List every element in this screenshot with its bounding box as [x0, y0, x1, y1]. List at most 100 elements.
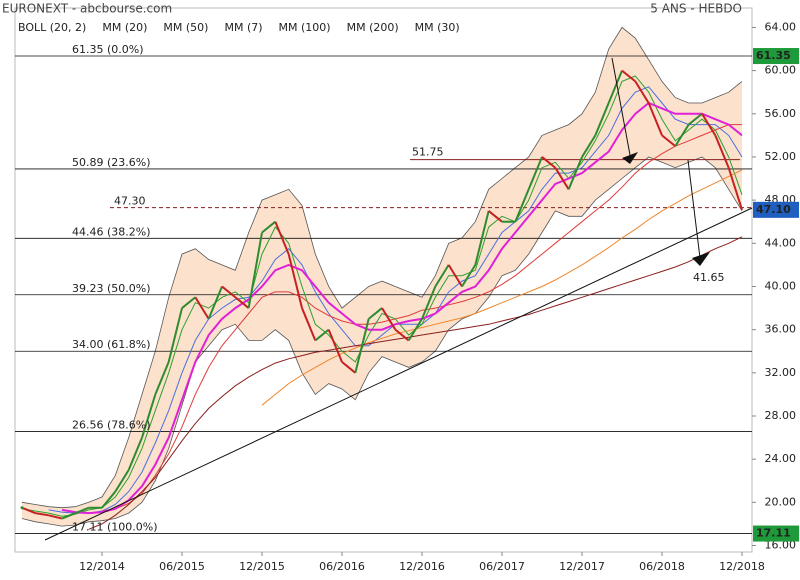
price-segment: [127, 437, 143, 471]
legend-entry: MM (20): [102, 21, 147, 34]
arrow-head: [692, 252, 710, 266]
legend-entry: MM (50): [163, 21, 208, 34]
y-tick-label: 64.00: [765, 20, 797, 33]
price-segment: [488, 210, 503, 223]
target-label: 41.65: [693, 271, 725, 284]
price-segment: [394, 328, 410, 342]
price-segment: [407, 318, 423, 341]
price-segment: [527, 156, 543, 190]
x-tick-label: 12/2018: [719, 560, 765, 573]
price-segment: [234, 296, 250, 309]
fib-label: 17.11 (100.0%): [72, 521, 158, 534]
y-tick-label: 32.00: [765, 366, 797, 379]
legend-entry: MM (100): [279, 21, 331, 34]
price-segment: [594, 102, 610, 136]
legend-entry: MM (30): [415, 21, 460, 34]
price-segment: [61, 512, 76, 520]
fib-label: 50.89 (23.6%): [72, 156, 151, 169]
price-segment: [674, 124, 690, 147]
bollinger-fill: [22, 27, 742, 527]
price-tag-label: 17.11: [756, 527, 791, 540]
y-tick-label: 36.00: [765, 323, 797, 336]
price-segment: [461, 264, 477, 288]
price-segment: [114, 469, 130, 493]
price-segment: [154, 361, 170, 395]
moving-average: [101, 124, 742, 512]
previous-close-label: 47.30: [114, 195, 146, 208]
price-segment: [581, 134, 597, 158]
resistance-label: 51.75: [412, 146, 444, 159]
price-tag-label: 47.10: [756, 203, 791, 216]
period: 5 ANS - HEBDO: [650, 2, 742, 16]
y-tick-label: 60.00: [765, 64, 797, 77]
fib-label: 61.35 (0.0%): [72, 43, 144, 56]
x-tick-label: 06/2018: [639, 560, 685, 573]
price-segment: [314, 328, 330, 342]
price-segment: [167, 307, 183, 363]
y-tick-label: 16.00: [765, 539, 797, 552]
price-segment: [567, 156, 583, 190]
price-segment: [341, 361, 356, 374]
y-tick-label: 40.00: [765, 279, 797, 292]
y-tick-label: 56.00: [765, 107, 797, 120]
price-segment: [541, 156, 556, 169]
price-segment: [141, 394, 157, 438]
bollinger-band: [21, 156, 743, 527]
x-tick-label: 12/2014: [79, 560, 125, 573]
price-segment: [607, 70, 623, 104]
price-segment: [514, 188, 530, 223]
fib-label: 39.23 (50.0%): [72, 282, 151, 295]
price-tag: [753, 525, 799, 542]
moving-average: [61, 101, 743, 515]
trend-line: [44, 207, 753, 541]
price-segment: [21, 506, 36, 515]
price-segment: [421, 286, 437, 320]
x-tick-label: 06/2017: [479, 560, 525, 573]
fib-label: 34.00 (61.8%): [72, 338, 151, 351]
price-segment: [48, 514, 63, 520]
price-point: [20, 506, 24, 510]
y-tick-label: 24.00: [765, 452, 797, 465]
price-segment: [327, 329, 343, 363]
moving-average: [21, 75, 743, 517]
price-segment: [194, 296, 210, 320]
y-tick-label: 44.00: [765, 236, 797, 249]
legend-entry: BOLL (20, 2): [18, 21, 86, 34]
price-segment: [554, 167, 570, 190]
price-segment: [207, 286, 223, 320]
legend-entry: MM (200): [347, 21, 399, 34]
price-segment: [287, 253, 303, 309]
moving-average: [261, 169, 743, 406]
price-segment: [621, 69, 636, 83]
moving-average: [88, 236, 743, 530]
y-tick-label: 20.00: [765, 495, 797, 508]
y-tick-label: 28.00: [765, 409, 797, 422]
fib-label: 26.56 (78.6%): [72, 419, 151, 432]
x-tick-label: 06/2016: [319, 560, 365, 573]
price-segment: [701, 113, 717, 136]
y-tick-label: 52.00: [765, 150, 797, 163]
price-tag-label: 61.35: [756, 49, 791, 62]
price-segment: [354, 318, 370, 374]
price-segment: [647, 102, 663, 136]
legend-entry: MM (7): [224, 21, 262, 34]
price-segment: [181, 296, 196, 309]
price-segment: [221, 285, 236, 299]
price-segment: [447, 264, 463, 288]
x-tick-label: 12/2015: [239, 560, 285, 573]
trend-line: [687, 159, 701, 259]
price-segment: [101, 490, 117, 509]
price-segment: [474, 210, 490, 266]
x-tick-label: 12/2017: [559, 560, 605, 573]
arrow-head: [622, 152, 638, 164]
price-tag: [753, 48, 799, 65]
price-segment: [634, 80, 650, 104]
price-segment: [434, 264, 450, 288]
price-segment: [688, 113, 703, 126]
source: EURONEXT - abcbourse.com: [2, 2, 172, 16]
price-segment: [247, 232, 263, 309]
trend-line: [611, 57, 631, 156]
price-segment: [714, 134, 730, 169]
price-segment: [368, 307, 383, 320]
fib-label: 44.46 (38.2%): [72, 225, 151, 238]
